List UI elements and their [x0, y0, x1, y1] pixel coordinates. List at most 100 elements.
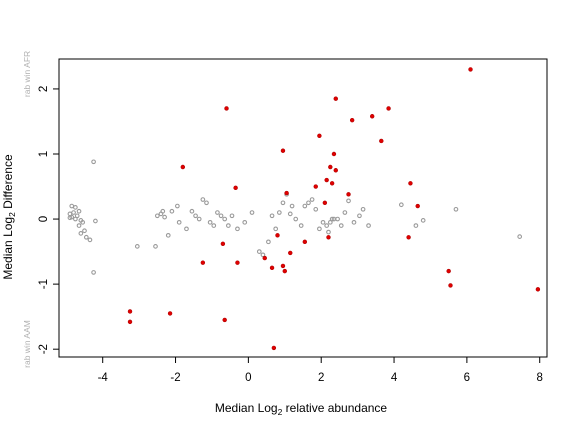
data-point-gray	[287, 211, 293, 217]
x-tick-label: 2	[318, 372, 324, 384]
data-point-gray	[78, 231, 84, 236]
data-point-gray	[360, 206, 366, 212]
data-point-gray	[398, 202, 404, 208]
data-point-gray	[276, 210, 282, 215]
data-point-gray	[357, 213, 362, 219]
data-point-gray	[175, 203, 180, 209]
data-point-red	[127, 309, 133, 314]
data-point-gray	[215, 210, 220, 215]
data-point-gray	[249, 210, 255, 215]
data-point-gray	[280, 200, 286, 206]
x-tick-label: -4	[98, 372, 109, 384]
data-point-gray	[293, 216, 299, 222]
data-point-red	[317, 133, 322, 138]
data-point-gray	[229, 213, 235, 219]
data-point-red	[331, 151, 337, 157]
y-axis: -2 -1 0 1 2	[38, 86, 60, 354]
data-point-gray	[302, 203, 308, 209]
bottom-margin-note: rab win AAM	[22, 320, 32, 368]
data-point-gray	[313, 206, 319, 212]
data-point-gray	[218, 213, 224, 219]
data-point-red	[284, 190, 289, 196]
data-point-gray	[289, 203, 295, 209]
data-point-gray	[80, 219, 86, 225]
data-point-red	[346, 192, 351, 197]
data-point-gray	[67, 215, 73, 221]
data-point-red	[535, 287, 541, 292]
y-tick-label: -2	[38, 344, 50, 354]
x-tick-label: -2	[170, 372, 180, 384]
data-point-red	[313, 184, 318, 189]
data-point-gray	[242, 219, 248, 225]
data-point-red	[326, 235, 331, 240]
data-point-red	[280, 263, 286, 269]
data-point-gray	[160, 208, 166, 214]
data-point-gray	[222, 216, 228, 222]
data-point-gray	[320, 219, 326, 225]
data-point-gray	[176, 219, 182, 225]
data-point-red	[280, 148, 286, 153]
y-axis-title: Median Log2 Difference	[1, 154, 17, 280]
data-point-gray	[134, 244, 140, 249]
data-point-red	[269, 265, 275, 271]
data-point-gray	[335, 216, 340, 222]
data-point-gray	[266, 239, 271, 245]
data-point-gray	[91, 159, 96, 165]
data-point-gray	[413, 223, 419, 228]
data-point-red	[415, 203, 420, 209]
data-point-red	[468, 67, 473, 72]
data-point-gray	[256, 249, 262, 254]
data-point-red	[127, 319, 133, 325]
y-tick-label: 1	[38, 151, 50, 157]
plot-frame	[58, 58, 548, 358]
y-tick-label: -1	[38, 279, 50, 289]
data-point-gray	[93, 218, 98, 224]
data-point-gray	[153, 244, 158, 249]
data-point-gray	[235, 226, 240, 232]
data-point-red	[288, 250, 293, 256]
top-margin-note: rab win AFR	[22, 51, 32, 97]
data-point-red	[448, 283, 453, 288]
data-point-gray	[165, 232, 171, 238]
data-point-gray	[87, 237, 93, 243]
data-point-gray	[346, 198, 351, 204]
data-point-red	[324, 177, 329, 183]
data-point-red	[322, 200, 328, 205]
data-point-gray	[306, 200, 311, 206]
data-point-gray	[162, 214, 167, 220]
data-point-gray	[73, 216, 78, 222]
data-point-gray	[225, 223, 231, 228]
data-point-red	[333, 96, 338, 101]
data-point-red	[200, 260, 206, 265]
data-point-red	[235, 260, 240, 265]
data-point-gray	[69, 203, 75, 209]
data-point-gray	[196, 216, 202, 222]
data-point-gray	[169, 208, 175, 214]
data-point-red	[408, 181, 413, 186]
data-point-gray	[73, 204, 78, 210]
data-point-gray	[273, 226, 279, 232]
data-point-gray	[76, 223, 82, 228]
data-point-gray	[298, 223, 304, 228]
data-points	[67, 67, 541, 351]
data-point-red	[369, 114, 375, 119]
data-point-gray	[83, 234, 89, 240]
data-point-gray	[351, 219, 357, 225]
data-point-gray	[317, 226, 322, 232]
data-point-red	[220, 241, 226, 246]
data-point-gray	[260, 252, 266, 258]
data-point-red	[333, 168, 338, 173]
data-point-red	[302, 239, 308, 245]
data-point-gray	[82, 228, 87, 234]
data-point-gray	[342, 210, 348, 215]
data-point-gray	[453, 206, 459, 212]
data-point-gray	[324, 223, 330, 228]
data-point-gray	[76, 208, 82, 214]
data-point-gray	[200, 197, 206, 202]
data-point-red	[262, 255, 267, 261]
data-point-red	[224, 106, 229, 111]
data-point-gray	[154, 213, 160, 219]
data-point-gray	[329, 216, 335, 222]
data-point-gray	[189, 208, 195, 214]
